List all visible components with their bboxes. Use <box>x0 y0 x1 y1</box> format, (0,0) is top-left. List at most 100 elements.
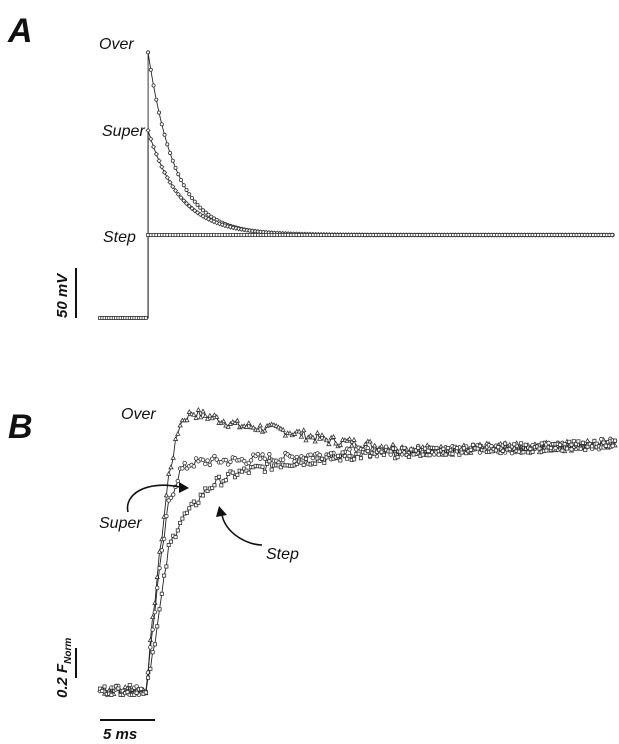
point-step-fluorescence <box>345 456 350 461</box>
point-super-voltage <box>186 203 192 209</box>
point-super-fluorescence <box>280 457 286 462</box>
point-step-fluorescence <box>455 446 460 451</box>
point-over-fluorescence <box>225 423 231 429</box>
point-over-fluorescence <box>351 436 357 442</box>
point-over-fluorescence <box>193 415 199 420</box>
point-step-fluorescence <box>242 466 247 471</box>
point-step-fluorescence <box>338 458 343 463</box>
point-step-fluorescence <box>459 450 464 455</box>
point-step-fluorescence <box>498 451 503 456</box>
point-over-fluorescence <box>198 414 204 420</box>
point-over-fluorescence <box>275 424 282 430</box>
point-step-fluorescence <box>587 442 592 447</box>
point-over-voltage <box>187 192 192 197</box>
point-step-fluorescence <box>441 446 446 451</box>
point-super-voltage <box>145 127 151 133</box>
point-over-fluorescence <box>209 415 215 421</box>
point-over-fluorescence <box>202 413 208 418</box>
point-super-voltage <box>183 200 190 207</box>
point-step-fluorescence <box>230 470 235 475</box>
point-super-voltage <box>159 164 165 170</box>
point-super-fluorescence <box>258 456 263 461</box>
point-super-fluorescence <box>546 440 551 446</box>
trace-super-voltage <box>100 130 615 319</box>
point-holding-voltage <box>143 316 148 320</box>
point-over-fluorescence <box>282 432 289 438</box>
point-super-voltage <box>170 184 176 190</box>
point-over-fluorescence <box>303 437 309 443</box>
point-super-voltage <box>148 136 154 142</box>
point-over-fluorescence <box>204 415 211 421</box>
point-step-fluorescence <box>191 499 196 504</box>
point-step-fluorescence <box>342 454 347 459</box>
point-over-fluorescence <box>310 434 316 440</box>
point-step-fluorescence <box>613 438 618 443</box>
point-over-fluorescence <box>330 434 337 439</box>
point-over-fluorescence <box>165 471 172 476</box>
point-step-fluorescence <box>571 439 576 444</box>
point-step-fluorescence <box>583 448 588 453</box>
point-over-fluorescence <box>246 420 252 426</box>
point-step-fluorescence <box>526 450 531 455</box>
point-super-fluorescence <box>489 443 494 449</box>
point-step-fluorescence <box>592 438 597 443</box>
point-step-fluorescence <box>265 461 270 466</box>
point-over-voltage <box>151 83 156 88</box>
point-over-voltage <box>176 172 181 177</box>
panel-a-plot <box>98 50 615 320</box>
point-step-fluorescence <box>233 475 238 480</box>
point-over-fluorescence <box>184 417 190 423</box>
point-step-fluorescence <box>528 446 533 451</box>
point-step-fluorescence <box>512 442 517 447</box>
point-super-fluorescence <box>223 457 229 463</box>
point-step-fluorescence <box>166 543 171 548</box>
point-step-fluorescence <box>516 449 521 454</box>
point-step-fluorescence <box>471 442 476 447</box>
point-super-fluorescence <box>569 447 574 452</box>
point-over-fluorescence <box>317 435 323 441</box>
point-super-fluorescence <box>150 627 155 632</box>
point-step-fluorescence <box>509 444 514 449</box>
point-step-fluorescence <box>434 445 439 450</box>
point-over-fluorescence <box>257 422 263 428</box>
point-over-voltage <box>173 165 178 170</box>
point-step-fluorescence <box>523 442 528 447</box>
point-over-fluorescence <box>191 411 197 417</box>
point-step-fluorescence <box>468 447 473 452</box>
point-step-fluorescence <box>558 442 563 447</box>
point-over-fluorescence <box>220 418 227 424</box>
point-step-fluorescence <box>155 624 160 629</box>
point-step-fluorescence <box>152 642 157 647</box>
point-over-fluorescence <box>214 414 220 419</box>
point-super-voltage <box>161 169 168 176</box>
point-over-fluorescence <box>424 442 430 448</box>
point-step-fluorescence <box>390 446 395 451</box>
trace-label-step-a: Step <box>103 229 136 246</box>
point-super-fluorescence <box>260 452 265 457</box>
point-step-fluorescence <box>423 446 428 451</box>
point-step-fluorescence <box>365 449 370 454</box>
point-step-fluorescence <box>507 447 512 452</box>
point-step-fluorescence <box>340 450 345 455</box>
point-super-fluorescence <box>241 458 247 464</box>
point-super-voltage <box>192 208 198 214</box>
trace-super-fluorescence <box>99 437 616 697</box>
point-over-fluorescence <box>175 430 181 436</box>
point-super-voltage <box>194 210 201 216</box>
point-step-fluorescence <box>381 452 386 457</box>
point-step-fluorescence <box>530 449 535 454</box>
fluorescence-scale-main: 0.2 F <box>54 663 71 698</box>
point-step-fluorescence <box>521 450 526 455</box>
point-super-fluorescence <box>205 458 210 463</box>
point-step-fluorescence <box>262 469 267 474</box>
point-step-fluorescence <box>379 449 384 454</box>
point-super-voltage <box>181 198 187 204</box>
point-step-fluorescence <box>164 564 169 569</box>
panel-b-label: B <box>8 408 33 446</box>
point-step-fluorescence <box>580 440 585 445</box>
point-step-fluorescence <box>324 455 329 460</box>
point-step-fluorescence <box>217 474 222 479</box>
point-step-fluorescence <box>443 452 448 457</box>
trace-label-super-a: Super <box>102 123 145 140</box>
point-super-fluorescence <box>308 452 313 457</box>
